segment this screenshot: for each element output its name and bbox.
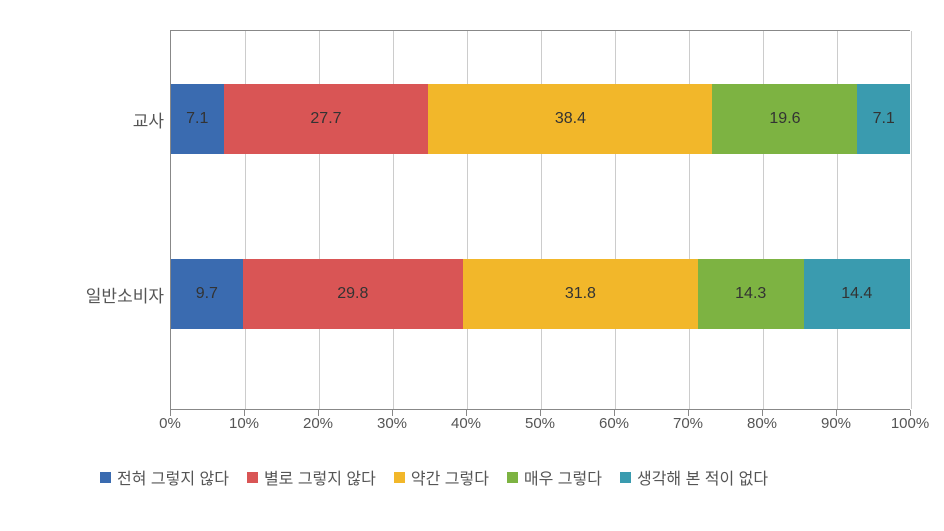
bar-segment: 9.7	[171, 259, 243, 329]
legend: 전혀 그렇지 않다 별로 그렇지 않다 약간 그렇다 매우 그렇다 생각해 본 적이 없…	[100, 465, 768, 489]
x-tick-label: 90%	[811, 415, 861, 432]
legend-swatch	[507, 472, 518, 483]
bar-segment: 14.4	[804, 259, 910, 329]
legend-swatch	[247, 472, 258, 483]
stacked-bar-chart: 7.1 27.7 38.4 19.6 7.1 9.7 29.8 31.8 14.3 14.4 전혀…	[20, 20, 924, 511]
legend-swatch	[394, 472, 405, 483]
y-axis-label: 일반소비자	[24, 282, 164, 307]
bar-value-label: 38.4	[555, 110, 586, 128]
legend-swatch	[620, 472, 631, 483]
bar-value-label: 9.7	[196, 285, 218, 303]
bar-value-label: 29.8	[337, 285, 368, 303]
bar-segment: 7.1	[171, 84, 224, 154]
legend-label: 생각해 본 적이 없다	[637, 465, 768, 489]
bar-segment: 38.4	[428, 84, 712, 154]
bar-value-label: 19.6	[769, 110, 800, 128]
x-tick-label: 40%	[441, 415, 491, 432]
legend-item: 생각해 본 적이 없다	[620, 465, 768, 489]
legend-label: 매우 그렇다	[524, 465, 602, 489]
x-tick-label: 50%	[515, 415, 565, 432]
x-tick-label: 100%	[885, 415, 935, 432]
bar-value-label: 27.7	[310, 110, 341, 128]
legend-label: 전혀 그렇지 않다	[117, 465, 229, 489]
legend-swatch	[100, 472, 111, 483]
x-tick-label: 80%	[737, 415, 787, 432]
x-tick-label: 10%	[219, 415, 269, 432]
bar-value-label: 7.1	[873, 110, 895, 128]
legend-item: 약간 그렇다	[394, 465, 489, 489]
x-tick-label: 30%	[367, 415, 417, 432]
x-tick-label: 60%	[589, 415, 639, 432]
legend-label: 약간 그렇다	[411, 465, 489, 489]
plot-area: 7.1 27.7 38.4 19.6 7.1 9.7 29.8 31.8 14.3 14.4	[170, 30, 910, 410]
legend-item: 전혀 그렇지 않다	[100, 465, 229, 489]
x-tick-label: 20%	[293, 415, 343, 432]
bar-value-label: 14.3	[735, 285, 766, 303]
bar-value-label: 7.1	[186, 110, 208, 128]
legend-item: 매우 그렇다	[507, 465, 602, 489]
bar-segment: 31.8	[463, 259, 698, 329]
bar-segment: 27.7	[224, 84, 429, 154]
bar-value-label: 31.8	[565, 285, 596, 303]
bar-row: 7.1 27.7 38.4 19.6 7.1	[171, 84, 910, 154]
bar-segment: 19.6	[712, 84, 857, 154]
bar-segment: 7.1	[857, 84, 910, 154]
legend-label: 별로 그렇지 않다	[264, 465, 376, 489]
bar-segment: 14.3	[698, 259, 804, 329]
bar-value-label: 14.4	[841, 285, 872, 303]
bar-segment: 29.8	[243, 259, 463, 329]
bar-row: 9.7 29.8 31.8 14.3 14.4	[171, 259, 910, 329]
x-tick-label: 0%	[145, 415, 195, 432]
y-axis-label: 교사	[24, 107, 164, 132]
legend-item: 별로 그렇지 않다	[247, 465, 376, 489]
x-tick-label: 70%	[663, 415, 713, 432]
grid-line	[911, 31, 912, 409]
